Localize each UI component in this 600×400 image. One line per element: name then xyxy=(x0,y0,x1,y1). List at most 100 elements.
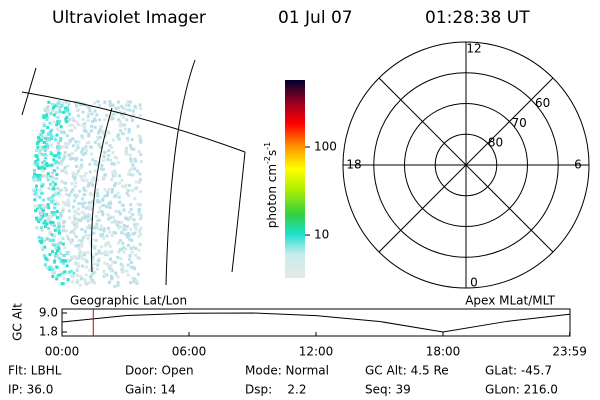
image-pixel xyxy=(133,197,137,201)
image-pixel xyxy=(95,178,99,182)
image-pixel xyxy=(131,213,135,217)
image-pixel xyxy=(40,237,44,241)
image-pixel xyxy=(113,110,117,114)
image-pixel xyxy=(130,147,134,151)
image-pixel xyxy=(102,158,106,162)
image-pixel xyxy=(34,154,38,158)
image-pixel xyxy=(75,194,79,197)
image-pixel xyxy=(67,153,71,157)
image-pixel xyxy=(138,103,142,107)
image-pixel xyxy=(137,181,141,184)
image-pixel xyxy=(76,109,80,113)
image-pixel xyxy=(59,252,63,255)
image-pixel xyxy=(120,270,124,274)
image-pixel xyxy=(111,138,115,142)
image-pixel xyxy=(51,221,55,225)
image-pixel xyxy=(66,278,70,282)
image-pixel xyxy=(89,277,93,281)
image-pixel xyxy=(105,194,109,197)
image-pixel xyxy=(134,225,138,229)
image-pixel xyxy=(122,226,126,230)
image-pixel xyxy=(111,187,114,191)
image-pixel xyxy=(72,172,76,176)
image-pixel xyxy=(73,177,77,181)
image-pixel xyxy=(43,108,47,112)
image-pixel xyxy=(38,205,42,209)
image-pixel xyxy=(38,133,42,137)
image-pixel xyxy=(129,203,133,207)
image-pixel xyxy=(90,124,94,128)
image-pixel xyxy=(135,281,139,285)
image-pixel xyxy=(37,209,41,213)
image-pixel xyxy=(111,162,115,165)
image-pixel xyxy=(117,118,121,122)
image-pixel xyxy=(56,244,60,248)
image-pixel xyxy=(68,139,72,143)
image-pixel xyxy=(75,120,79,124)
image-pixel xyxy=(52,185,56,189)
image-pixel xyxy=(46,215,50,219)
image-pixel xyxy=(106,263,109,266)
image-pixel xyxy=(48,267,52,271)
image-pixel xyxy=(139,215,143,219)
image-pixel xyxy=(63,151,67,155)
image-pixel xyxy=(81,136,85,140)
image-pixel xyxy=(58,193,62,197)
image-pixel xyxy=(35,216,38,220)
image-pixel xyxy=(129,281,132,285)
image-pixel xyxy=(82,179,86,183)
image-pixel xyxy=(131,232,135,236)
image-pixel xyxy=(120,113,124,117)
image-pixel xyxy=(109,268,113,272)
image-pixel xyxy=(126,243,130,247)
image-pixel xyxy=(50,211,54,214)
image-pixel xyxy=(121,264,125,268)
image-pixel xyxy=(77,243,81,247)
image-pixel xyxy=(130,189,134,193)
image-pixel xyxy=(61,242,65,246)
image-pixel xyxy=(38,195,42,199)
image-pixel xyxy=(63,110,67,114)
image-pixel xyxy=(126,138,130,142)
image-pixel xyxy=(123,127,127,131)
title: Ultraviolet Imager xyxy=(52,8,206,28)
polar-ring-label: 70 xyxy=(511,116,526,130)
image-pixel xyxy=(106,191,110,194)
image-pixel xyxy=(126,232,130,235)
image-pixel xyxy=(97,210,100,214)
image-pixel xyxy=(67,204,71,208)
image-pixel xyxy=(83,125,86,129)
image-pixel xyxy=(55,216,59,220)
image-pixel xyxy=(125,216,129,220)
image-pixel xyxy=(50,200,54,204)
image-pixel xyxy=(84,280,88,284)
image-pixel xyxy=(89,192,93,196)
image-pixel xyxy=(56,116,60,119)
image-pixel xyxy=(49,130,53,134)
image-pixel xyxy=(110,178,114,181)
image-pixel xyxy=(46,126,50,129)
image-pixel xyxy=(54,200,57,204)
image-pixel xyxy=(84,233,88,237)
image-pixel xyxy=(112,184,116,188)
image-pixel xyxy=(74,211,78,215)
image-pixel xyxy=(108,230,112,234)
image-pixel xyxy=(81,147,85,151)
image-pixel xyxy=(83,251,86,255)
image-pixel xyxy=(44,205,48,209)
image-pixel xyxy=(73,199,77,203)
image-pixel xyxy=(68,216,72,220)
image-pixel xyxy=(106,253,110,257)
image-pixel xyxy=(95,267,99,271)
image-pixel xyxy=(48,198,52,202)
image-pixel xyxy=(54,111,58,115)
x-tick-label: 00:00 xyxy=(45,345,80,359)
image-pixel xyxy=(53,206,57,210)
polar-ring-label: 80 xyxy=(488,136,503,150)
polar-mlt-label: 6 xyxy=(574,158,582,172)
image-pixel xyxy=(63,155,67,158)
image-pixel xyxy=(57,161,61,165)
image-pixel xyxy=(83,122,87,126)
image-pixel xyxy=(70,182,74,186)
image-pixel xyxy=(108,200,112,204)
